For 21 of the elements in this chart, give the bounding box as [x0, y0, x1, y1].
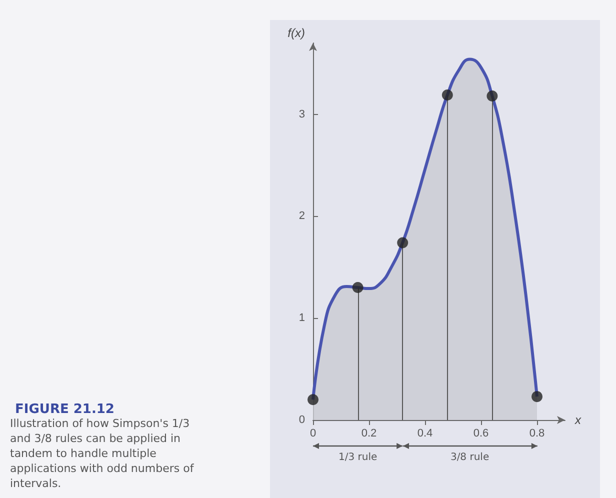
- y-axis-title: f(x): [288, 26, 305, 40]
- point: [397, 237, 408, 248]
- y-tick-label: 3: [298, 108, 305, 120]
- point: [308, 394, 318, 406]
- point: [442, 89, 453, 100]
- x-tick-label: 0.2: [361, 428, 377, 440]
- text: Illustration of how Simpson's 1/3 and 3/8 rules can be applied in tandem to handle multiple applications with odd numbers of intervals.: [10, 417, 198, 490]
- y-tick-label: 1: [298, 312, 305, 324]
- y-tick-label: 0: [298, 414, 305, 426]
- text: FIGURE 21.12: [15, 402, 114, 417]
- x-tick-label: 0.4: [417, 428, 433, 440]
- y-tick-label: 2: [298, 210, 305, 222]
- point: [486, 90, 498, 102]
- text: 3/8 rule: [449, 452, 490, 463]
- point: [532, 391, 542, 402]
- x-tick-label: 0: [310, 428, 316, 440]
- point: [352, 282, 364, 294]
- x-axis-title: x: [574, 413, 582, 427]
- text: 1/3 rule: [337, 452, 378, 463]
- x-tick-label: 0.8: [529, 428, 545, 440]
- x-tick-label: 0.6: [473, 428, 489, 440]
